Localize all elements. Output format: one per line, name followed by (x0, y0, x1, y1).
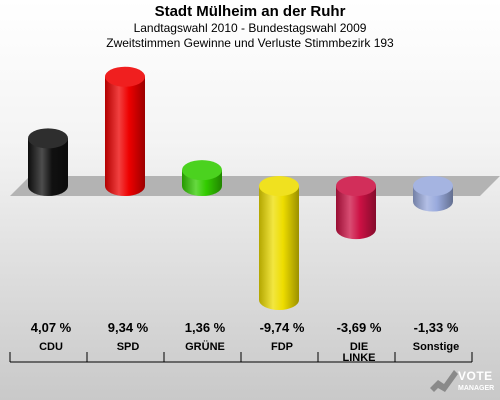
ballot-check-icon (430, 370, 458, 392)
value-label: 4,07 % (31, 320, 72, 335)
value-label: -3,69 % (337, 320, 382, 335)
vote-manager-logo: VOTE MANAGER (430, 369, 494, 392)
value-label: -9,74 % (260, 320, 305, 335)
bar-spd (105, 66, 145, 196)
bar-fdp (259, 176, 299, 310)
logo-text-manager: MANAGER (458, 385, 494, 392)
category-label: SPD (117, 341, 140, 353)
bar-die-linke (336, 176, 376, 240)
bar-top-cap (105, 66, 145, 87)
value-label: 1,36 % (185, 320, 226, 335)
bar-cdu (28, 128, 68, 196)
bar-top-cap (336, 176, 376, 196)
category-label: LINKE (343, 352, 376, 364)
bar-body (105, 76, 145, 196)
bar-gr-ne (182, 160, 222, 196)
value-label: 9,34 % (108, 320, 149, 335)
bar-sonstige (413, 176, 453, 212)
chart-subtitle-1: Landtagswahl 2010 - Bundestagswahl 2009 (133, 21, 367, 35)
chart-titles: Stadt Mülheim an der Ruhr Landtagswahl 2… (0, 3, 500, 51)
bar-top-cap (28, 128, 68, 149)
category-label: DIE (350, 341, 368, 353)
bar-top-cap (182, 160, 222, 181)
bar-body (336, 186, 376, 240)
bar-top-cap (259, 176, 299, 196)
category-label: CDU (39, 341, 63, 353)
bar-body (28, 138, 68, 196)
bar-top-cap (413, 176, 453, 196)
bar-body (259, 186, 299, 310)
value-label: -1,33 % (414, 320, 459, 335)
category-label: Sonstige (413, 341, 459, 353)
logo-text-vote: VOTE (458, 369, 493, 383)
category-label: GRÜNE (185, 340, 225, 353)
chart-subtitle-2: Zweitstimmen Gewinne und Verluste Stimmb… (106, 36, 394, 50)
chart-title: Stadt Mülheim an der Ruhr (154, 3, 346, 20)
category-label: FDP (271, 341, 293, 353)
